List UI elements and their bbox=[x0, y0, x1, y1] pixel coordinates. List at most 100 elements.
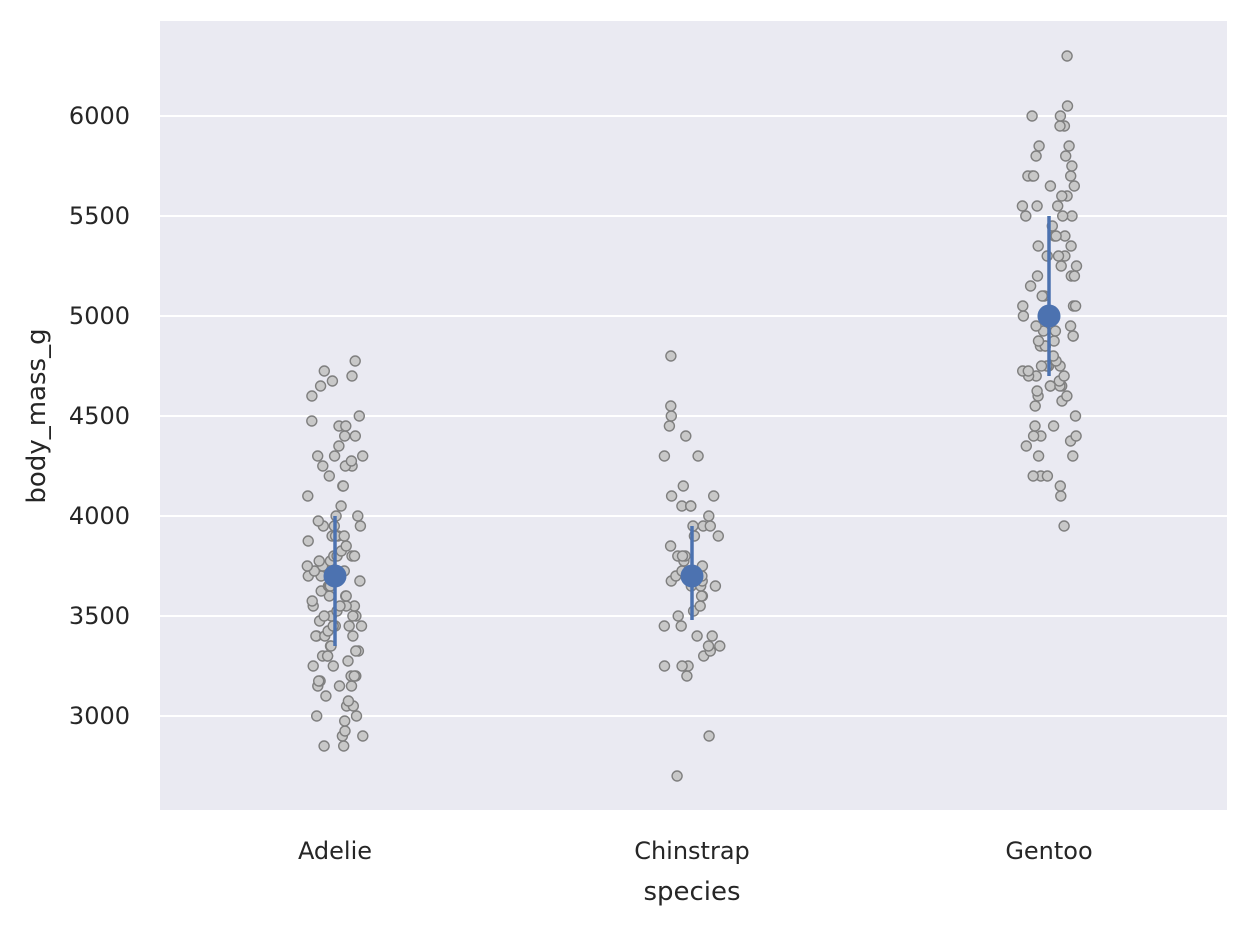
data-point bbox=[704, 520, 716, 532]
data-point bbox=[1061, 50, 1073, 62]
data-point bbox=[321, 650, 334, 662]
data-point bbox=[702, 640, 715, 652]
data-point bbox=[333, 440, 345, 452]
data-point bbox=[338, 530, 350, 542]
data-point bbox=[1031, 270, 1044, 282]
data-point bbox=[1032, 240, 1044, 252]
data-point bbox=[1055, 260, 1067, 272]
data-point bbox=[1069, 410, 1082, 422]
data-point bbox=[338, 740, 350, 752]
y-tick-label: 3000 bbox=[69, 702, 130, 730]
data-point bbox=[703, 510, 715, 522]
mean-marker bbox=[680, 564, 704, 588]
data-point bbox=[1069, 300, 1082, 312]
data-point bbox=[348, 670, 360, 682]
data-point bbox=[1047, 420, 1060, 432]
data-point bbox=[1070, 430, 1082, 442]
data-point bbox=[1033, 140, 1045, 152]
point-estimates bbox=[323, 216, 1061, 646]
data-point bbox=[1063, 140, 1075, 152]
data-point bbox=[354, 575, 366, 587]
data-point bbox=[337, 480, 349, 492]
data-point bbox=[302, 490, 314, 502]
data-point bbox=[692, 450, 704, 462]
data-point bbox=[680, 430, 692, 442]
y-axis-title: body_mass_g bbox=[22, 328, 52, 503]
data-point bbox=[343, 620, 355, 632]
data-point bbox=[340, 420, 352, 432]
data-point bbox=[1066, 160, 1078, 172]
data-point bbox=[681, 670, 693, 682]
data-point bbox=[1031, 200, 1043, 212]
y-tick-labels: 3000 3500 4000 4500 5000 5500 6000 bbox=[69, 102, 130, 730]
data-point bbox=[328, 450, 341, 462]
data-point bbox=[1051, 200, 1064, 212]
data-point bbox=[352, 510, 364, 522]
data-point bbox=[1029, 400, 1041, 412]
data-point bbox=[1068, 180, 1081, 192]
data-point bbox=[349, 430, 361, 442]
data-point bbox=[1017, 300, 1029, 312]
data-point bbox=[306, 415, 318, 427]
data-point bbox=[1056, 210, 1069, 222]
data-point bbox=[326, 375, 339, 387]
data-point bbox=[312, 450, 324, 462]
y-tick-label: 5500 bbox=[69, 202, 130, 230]
data-point bbox=[1066, 210, 1078, 222]
data-point bbox=[1044, 180, 1057, 192]
data-point bbox=[691, 630, 703, 642]
data-point bbox=[658, 450, 671, 462]
data-point bbox=[1058, 370, 1070, 382]
data-point bbox=[665, 350, 677, 362]
x-tick-labels: Adelie Chinstrap Gentoo bbox=[298, 837, 1093, 865]
y-tick-label: 4000 bbox=[69, 502, 130, 530]
data-point bbox=[342, 695, 355, 707]
data-point bbox=[350, 710, 363, 722]
data-point bbox=[357, 730, 369, 742]
data-point bbox=[1020, 440, 1033, 452]
data-point bbox=[348, 550, 361, 562]
data-point bbox=[1030, 150, 1042, 162]
data-point bbox=[665, 410, 677, 422]
data-point bbox=[346, 370, 358, 382]
data-point bbox=[1026, 110, 1038, 122]
data-point bbox=[1017, 310, 1030, 322]
y-tick-label: 4500 bbox=[69, 402, 130, 430]
data-point bbox=[1049, 325, 1062, 337]
data-point bbox=[1050, 230, 1062, 242]
data-point bbox=[1027, 470, 1039, 482]
data-point bbox=[342, 655, 354, 667]
data-point bbox=[1036, 290, 1048, 302]
data-point bbox=[677, 480, 689, 492]
data-point bbox=[333, 680, 346, 692]
data-point bbox=[664, 540, 677, 552]
data-point bbox=[1052, 250, 1065, 262]
data-point bbox=[1027, 430, 1040, 442]
mean-marker bbox=[1037, 304, 1061, 328]
data-point bbox=[658, 620, 670, 632]
data-point bbox=[1065, 240, 1077, 252]
data-point bbox=[318, 610, 330, 622]
data-point bbox=[1070, 260, 1083, 272]
data-point bbox=[327, 660, 339, 672]
data-point bbox=[1055, 490, 1067, 502]
data-point bbox=[340, 590, 352, 602]
data-point bbox=[1064, 320, 1077, 332]
data-point bbox=[323, 470, 335, 482]
data-point bbox=[1030, 320, 1042, 332]
data-point bbox=[671, 770, 683, 782]
data-point bbox=[1061, 390, 1073, 402]
data-point bbox=[301, 560, 313, 572]
data-point bbox=[685, 500, 697, 512]
data-point bbox=[1056, 190, 1068, 202]
data-point bbox=[339, 725, 351, 737]
data-point bbox=[694, 600, 706, 612]
data-point bbox=[1054, 480, 1067, 492]
data-point bbox=[314, 380, 327, 392]
data-point bbox=[675, 620, 687, 632]
data-point bbox=[1054, 110, 1067, 122]
x-tick-label: Gentoo bbox=[1005, 837, 1092, 865]
data-point bbox=[1027, 170, 1040, 182]
data-point bbox=[306, 390, 318, 402]
